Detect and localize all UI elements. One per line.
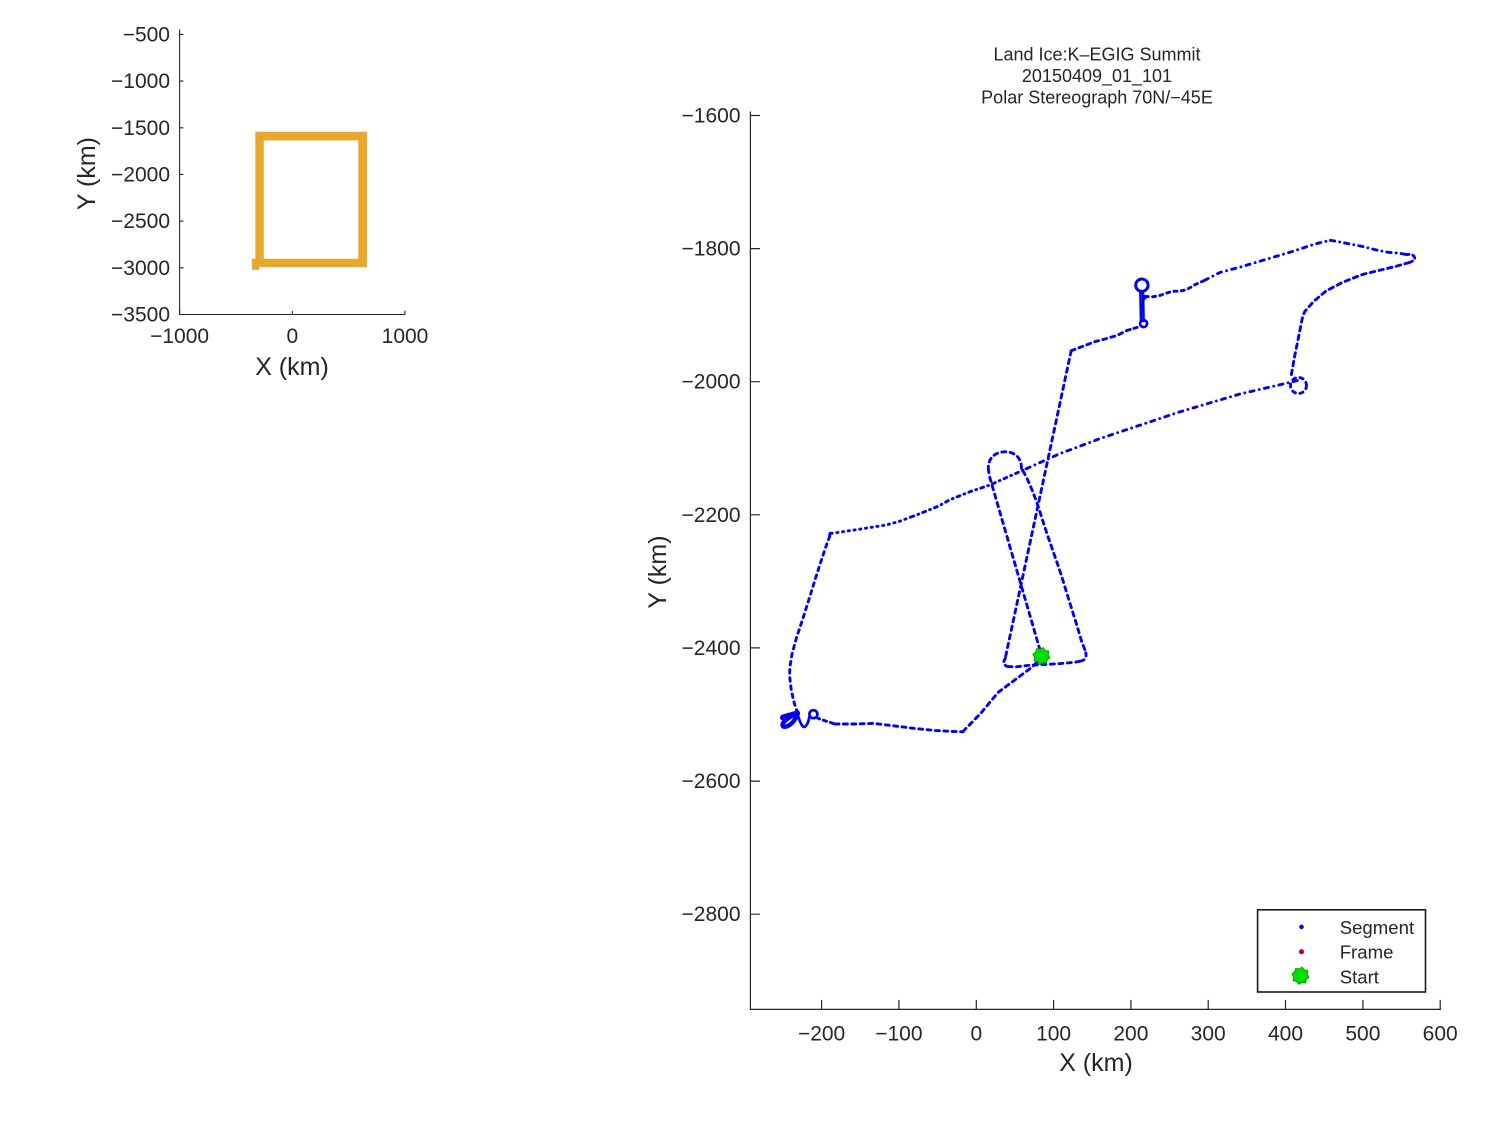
svg-text:−3000: −3000 — [111, 257, 170, 280]
svg-text:0: 0 — [970, 1023, 982, 1046]
svg-text:−100: −100 — [875, 1023, 922, 1046]
svg-text:300: 300 — [1191, 1023, 1226, 1046]
svg-text:1000: 1000 — [382, 325, 429, 348]
svg-text:X (km): X (km) — [255, 353, 329, 381]
svg-text:−1000: −1000 — [111, 70, 170, 93]
svg-text:−200: −200 — [798, 1023, 845, 1046]
svg-text:−2500: −2500 — [111, 210, 170, 233]
svg-text:Y (km): Y (km) — [644, 535, 672, 608]
svg-text:−1800: −1800 — [682, 238, 741, 261]
svg-text:−2800: −2800 — [682, 903, 741, 926]
svg-text:−2000: −2000 — [682, 371, 741, 394]
svg-text:Segment: Segment — [1340, 917, 1415, 938]
svg-text:−2000: −2000 — [111, 163, 170, 186]
svg-text:−1600: −1600 — [682, 105, 741, 128]
svg-text:−1000: −1000 — [150, 325, 209, 348]
svg-text:200: 200 — [1113, 1023, 1148, 1046]
svg-text:100: 100 — [1036, 1023, 1071, 1046]
svg-text:−2200: −2200 — [682, 504, 741, 527]
svg-text:20150409_01_101: 20150409_01_101 — [1022, 66, 1172, 87]
svg-text:−2400: −2400 — [682, 637, 741, 660]
svg-text:−3500: −3500 — [111, 304, 170, 327]
svg-text:400: 400 — [1268, 1023, 1303, 1046]
svg-text:Polar Stereograph 70N/−45E: Polar Stereograph 70N/−45E — [981, 88, 1213, 108]
svg-text:0: 0 — [286, 325, 298, 348]
svg-text:Frame: Frame — [1340, 942, 1394, 963]
svg-text:−2600: −2600 — [682, 770, 741, 793]
svg-text:−500: −500 — [123, 23, 170, 46]
svg-text:−1500: −1500 — [111, 117, 170, 140]
svg-text:600: 600 — [1423, 1023, 1458, 1046]
svg-text:X (km): X (km) — [1059, 1049, 1133, 1077]
svg-text:Start: Start — [1340, 967, 1380, 988]
svg-text:Y (km): Y (km) — [73, 137, 101, 210]
svg-text:500: 500 — [1345, 1023, 1380, 1046]
svg-text:Land Ice:K–EGIG Summit: Land Ice:K–EGIG Summit — [993, 45, 1200, 65]
